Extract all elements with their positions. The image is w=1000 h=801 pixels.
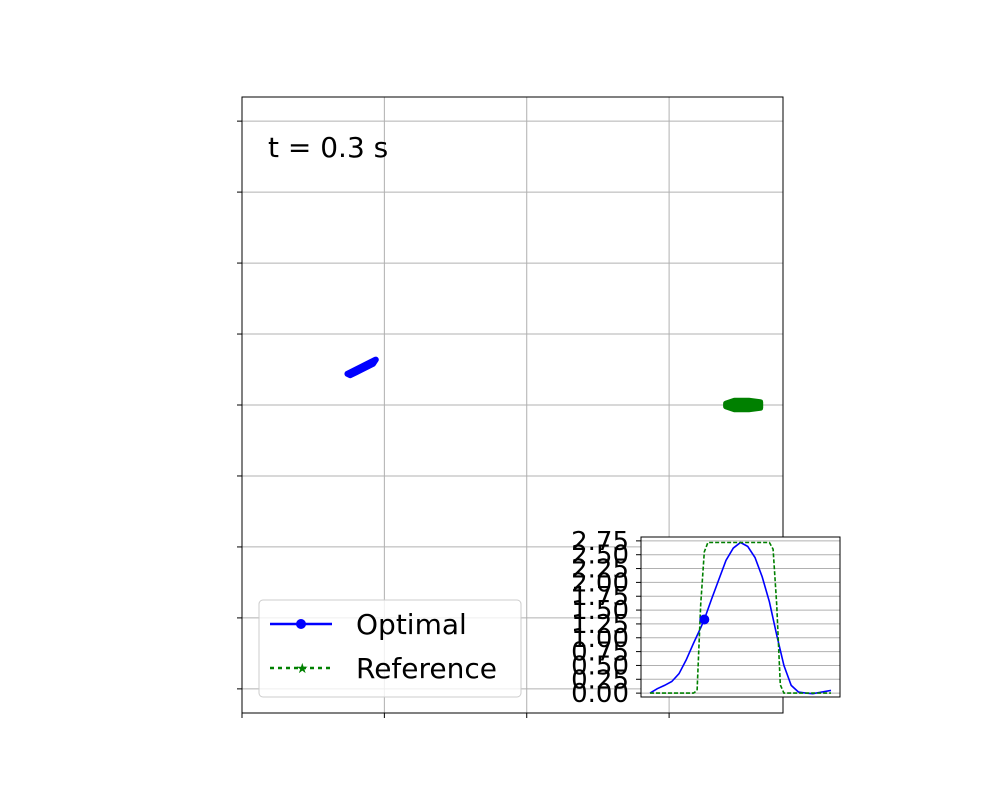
reference-body-shape xyxy=(723,397,764,413)
inset-ytick-label: 0.50 xyxy=(571,651,629,681)
optimal-body-shape xyxy=(344,356,379,379)
time-annotation: t = 0.3 s xyxy=(268,131,388,164)
inset-axes: 0.000.250.500.751.001.251.501.752.002.25… xyxy=(571,527,841,709)
legend: Optimal ★ Reference xyxy=(258,599,522,698)
inset-ytick-label: 2.75 xyxy=(571,527,629,557)
inset-optimal-line xyxy=(649,541,832,695)
inset-ytick-label: 2.50 xyxy=(571,541,629,571)
inset-ytick-label: 1.25 xyxy=(571,610,629,640)
inset-ytick-label: 0.75 xyxy=(571,638,629,668)
inset-ytick-label: 2.00 xyxy=(571,568,629,598)
inset-background xyxy=(641,537,840,697)
inset-current-time-marker xyxy=(699,614,710,625)
legend-reference-marker: ★ xyxy=(296,661,309,677)
inset-frame xyxy=(640,536,841,698)
legend-reference-label: Reference xyxy=(356,652,497,685)
main-shapes xyxy=(344,356,764,413)
inset-ytick-label: 1.75 xyxy=(571,582,629,612)
inset-ytick-label: 0.00 xyxy=(571,679,629,709)
inset-ytick-label: 0.25 xyxy=(571,665,629,695)
inset-yticks: 0.000.250.500.751.001.251.501.752.002.25… xyxy=(571,527,641,709)
inset-ytick-label: 1.00 xyxy=(571,624,629,654)
main-axes: t = 0.3 s xyxy=(237,96,784,718)
legend-optimal-label: Optimal xyxy=(356,608,467,641)
legend-optimal-marker xyxy=(296,619,306,629)
inset-ytick-label: 2.25 xyxy=(571,555,629,585)
inset-reference-line xyxy=(650,541,831,694)
inset-lines xyxy=(649,541,832,695)
main-ticks xyxy=(237,120,670,718)
inset-ytick-label: 1.50 xyxy=(571,596,629,626)
main-axes-frame xyxy=(241,96,784,714)
